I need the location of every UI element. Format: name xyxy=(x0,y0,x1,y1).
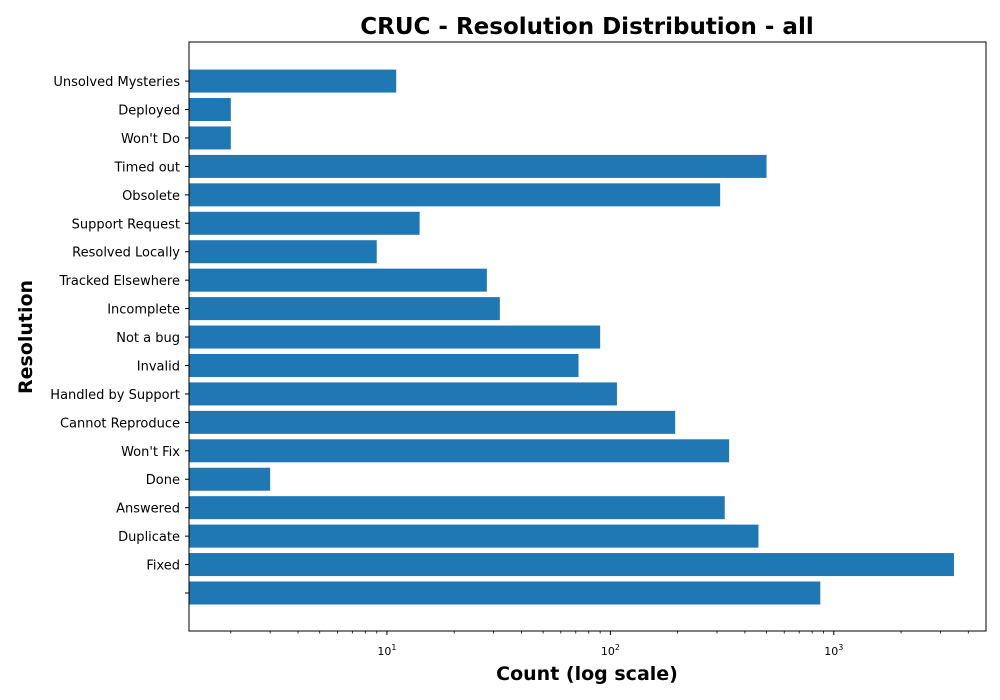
y-tick-label-unsolved-mysteries: Unsolved Mysteries xyxy=(53,75,180,90)
bar-tracked-elsewhere xyxy=(189,268,487,292)
x-tick-label: 103 xyxy=(824,643,843,658)
bar-incomplete xyxy=(189,297,500,321)
y-tick-label-invalid: Invalid xyxy=(137,359,180,374)
y-tick-label-incomplete: Incomplete xyxy=(107,303,180,318)
x-tick-label: 102 xyxy=(601,643,620,658)
x-axis-ticks: 101 102 103 xyxy=(230,631,969,658)
y-tick-label-won-t-fix: Won't Fix xyxy=(121,445,180,460)
x-axis-label: Count (log scale) xyxy=(496,663,678,685)
bar-timed-out xyxy=(189,154,767,178)
bar-won-t-fix xyxy=(189,439,730,463)
plot-frame xyxy=(188,41,987,632)
y-tick-label-tracked-elsewhere: Tracked Elsewhere xyxy=(59,274,180,289)
x-tick-label: 101 xyxy=(377,643,396,658)
y-tick-label-obsolete: Obsolete xyxy=(122,189,180,204)
chart-title: CRUC - Resolution Distribution - all xyxy=(360,14,813,40)
y-tick-label-fixed: Fixed xyxy=(146,559,180,574)
bar-support-request xyxy=(189,211,420,235)
y-tick-label-cannot-reproduce: Cannot Reproduce xyxy=(60,416,180,431)
bar-won-t-do xyxy=(189,126,231,150)
bar-duplicate xyxy=(189,524,759,548)
y-axis-ticks: Fixed Duplicate Answered Done Won't Fix Canno… xyxy=(50,75,189,594)
y-axis-label: Resolution xyxy=(15,280,37,394)
bar-cannot-reproduce xyxy=(189,410,676,434)
bar-deployed xyxy=(189,98,231,122)
bar-not-a-bug xyxy=(189,325,601,349)
bar-unsolved-mysteries xyxy=(189,69,397,93)
y-tick-label-answered: Answered xyxy=(116,502,180,517)
bar-resolved-locally xyxy=(189,240,377,264)
y-tick-label-won-t-do: Won't Do xyxy=(121,132,180,147)
bar-done xyxy=(189,467,271,491)
y-tick-label-handled-by-support: Handled by Support xyxy=(50,388,180,403)
bar-handled-by-support xyxy=(189,382,617,406)
y-tick-label-deployed: Deployed xyxy=(118,104,180,119)
bar-blank xyxy=(189,581,821,605)
y-tick-label-duplicate: Duplicate xyxy=(118,530,180,545)
y-tick-label-support-request: Support Request xyxy=(72,217,180,232)
bar-obsolete xyxy=(189,183,721,207)
bar-fixed xyxy=(189,553,954,577)
y-tick-label-done: Done xyxy=(146,473,180,488)
y-tick-label-not-a-bug: Not a bug xyxy=(116,331,180,346)
bars-group xyxy=(189,69,954,605)
bar-answered xyxy=(189,496,725,520)
bar-invalid xyxy=(189,353,579,377)
y-tick-label-resolved-locally: Resolved Locally xyxy=(72,246,180,261)
y-tick-label-timed-out: Timed out xyxy=(114,160,181,175)
